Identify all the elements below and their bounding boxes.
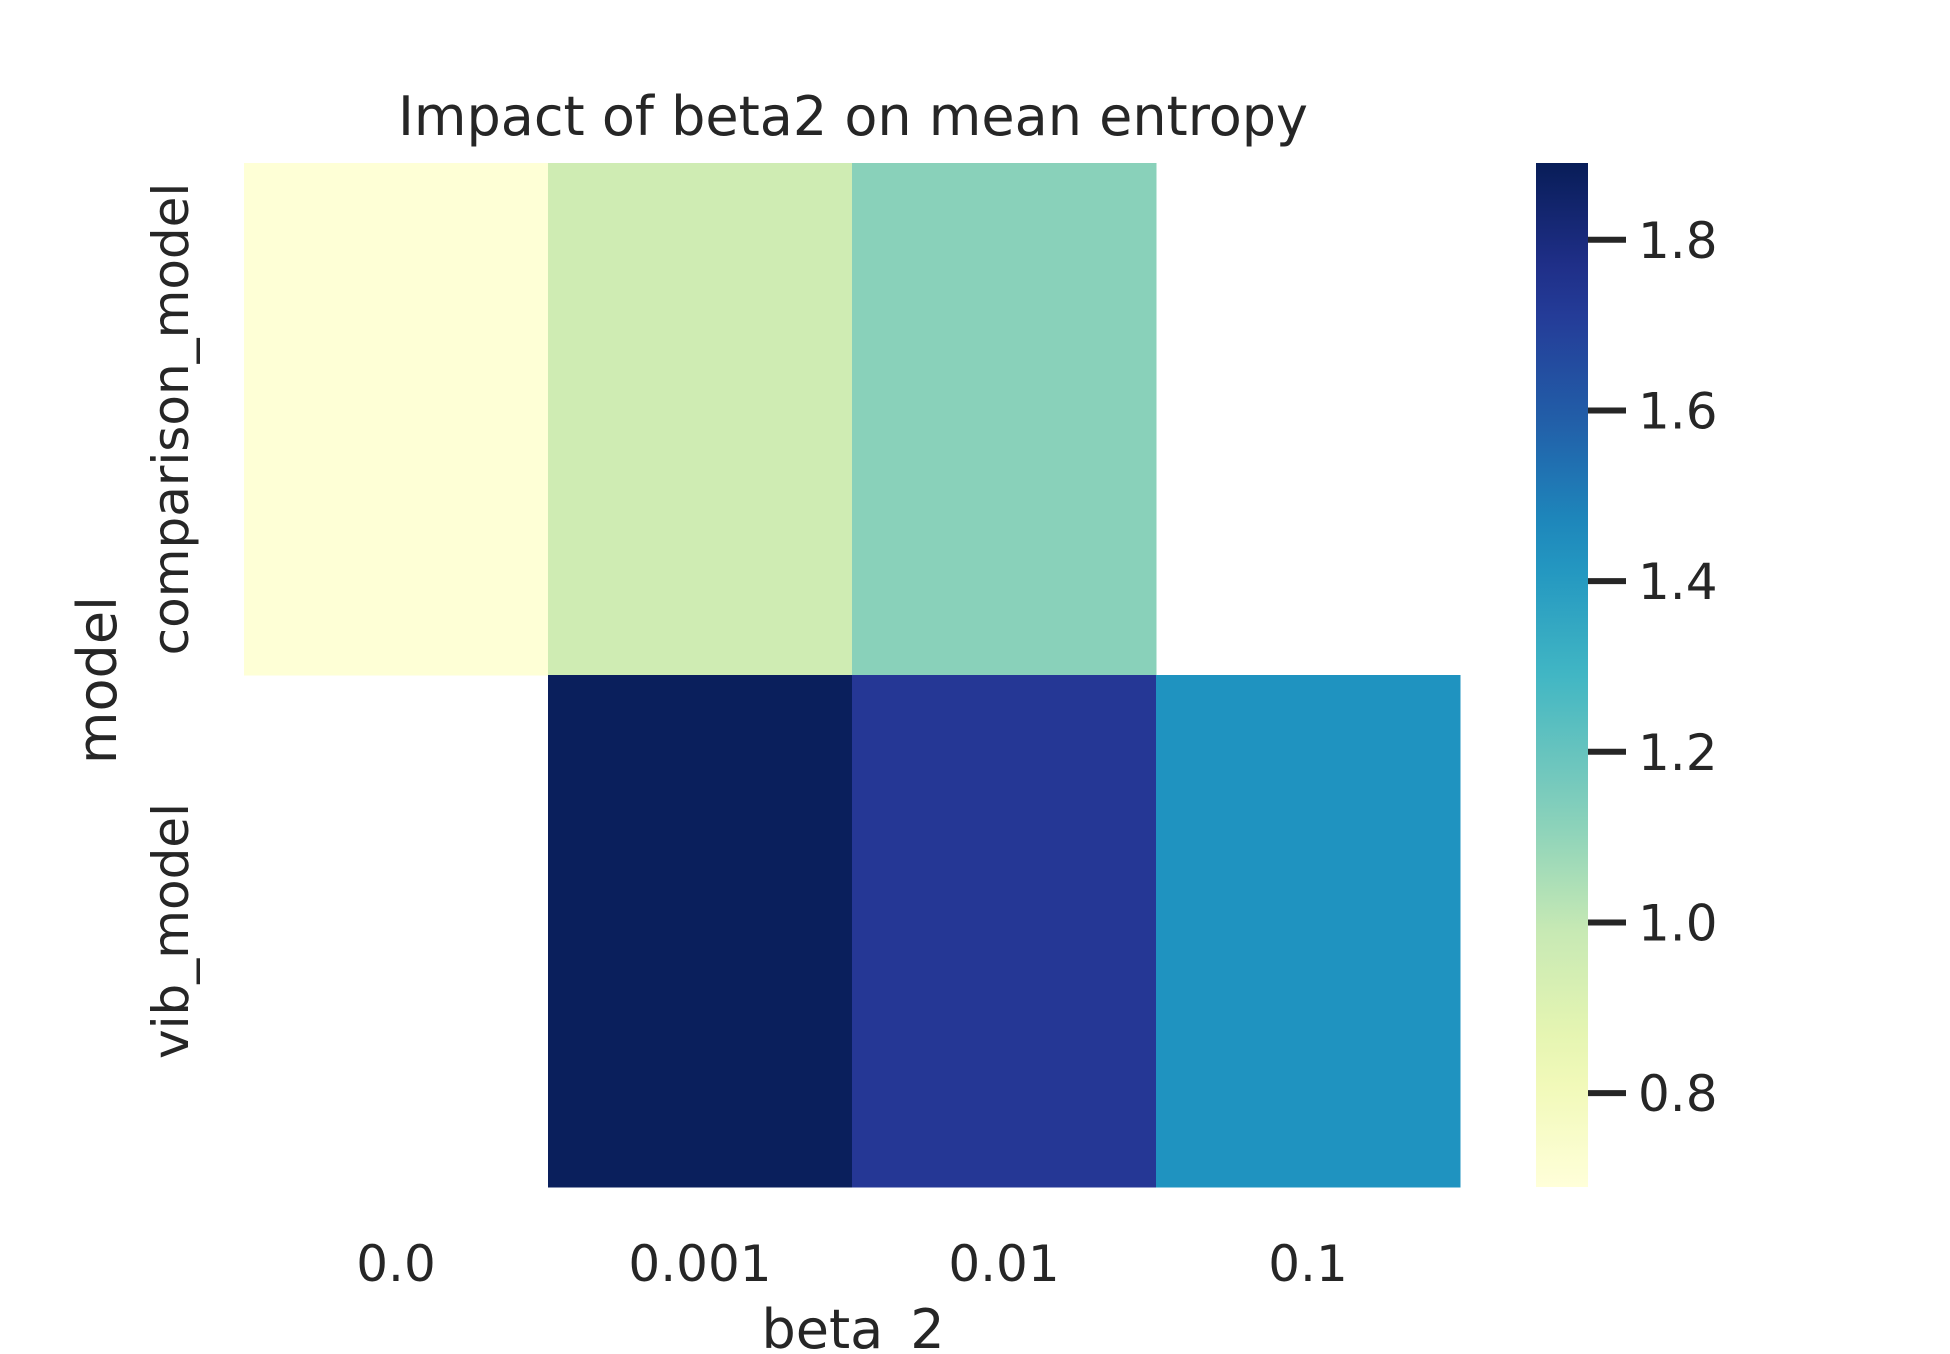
y-axis-label: model bbox=[66, 596, 129, 764]
y-tick-labels: comparison_model vib_model bbox=[142, 183, 200, 1059]
colorbar-tick-label: 1.0 bbox=[1638, 894, 1718, 952]
colorbar-tick-label: 1.2 bbox=[1638, 724, 1718, 782]
colorbar-tick-label: 0.8 bbox=[1638, 1065, 1718, 1123]
x-tick-label: 0.01 bbox=[948, 1235, 1059, 1293]
heatmap-cell-vib_model-0.01 bbox=[852, 675, 1157, 1188]
heatmap-cell-vib_model-0.1 bbox=[1156, 675, 1461, 1188]
x-tick-label: 0.0 bbox=[356, 1235, 436, 1293]
x-tick-label: 0.001 bbox=[628, 1235, 771, 1293]
chart-title: Impact of beta2 on mean entropy bbox=[398, 85, 1308, 148]
x-axis-label: beta_2 bbox=[761, 1298, 944, 1350]
y-tick-label: comparison_model bbox=[142, 183, 200, 656]
heatmap-cell-comparison_model-0.001 bbox=[548, 163, 853, 676]
colorbar: 0.8 1.0 1.2 1.4 1.6 1.8 bbox=[1536, 163, 1718, 1187]
heatmap-cells bbox=[244, 163, 1461, 1188]
heatmap-cell-vib_model-0.001 bbox=[548, 675, 853, 1188]
colorbar-gradient bbox=[1536, 163, 1588, 1187]
y-tick-label: vib_model bbox=[142, 803, 200, 1059]
colorbar-tick-label: 1.6 bbox=[1638, 382, 1718, 440]
heatmap-cell-comparison_model-0.0 bbox=[244, 163, 549, 676]
x-tick-label: 0.1 bbox=[1268, 1235, 1348, 1293]
colorbar-tick-label: 1.8 bbox=[1638, 212, 1718, 270]
colorbar-tick-label: 1.4 bbox=[1638, 553, 1718, 611]
heatmap-cell-comparison_model-0.01 bbox=[852, 163, 1157, 676]
x-tick-labels: 0.0 0.001 0.01 0.1 bbox=[356, 1235, 1348, 1293]
